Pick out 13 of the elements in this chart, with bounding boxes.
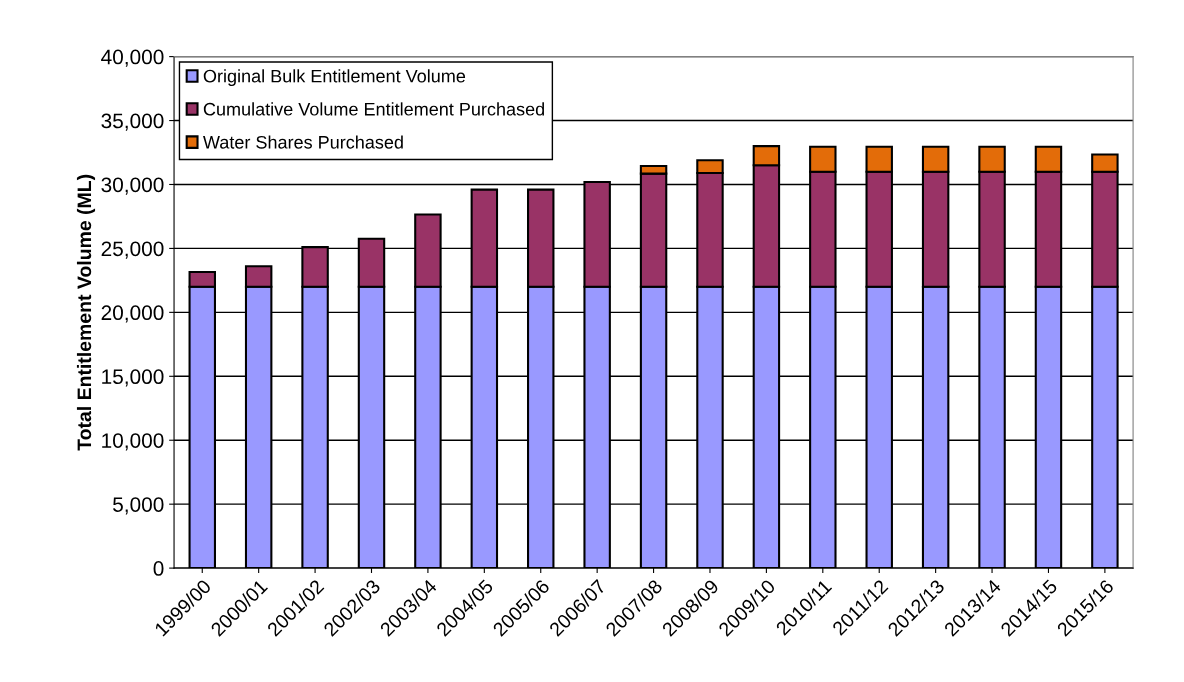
y-tick-label: 40,000 [101, 49, 164, 67]
legend-label: Water Shares Purchased [203, 135, 403, 149]
legend-label: Cumulative Volume Entitlement Purchased [203, 102, 544, 116]
y-tick-label: 10,000 [102, 433, 164, 451]
y-tick-label: 5,000 [113, 497, 164, 515]
y-tick-label: 25,000 [101, 241, 164, 259]
y-tick-label: 15,000 [102, 369, 164, 387]
y-axis-title: Total Entitlement Volume (ML) [76, 174, 96, 451]
y-tick-label: 35,000 [101, 113, 164, 131]
legend-label: Original Bulk Entitlement Volume [203, 69, 466, 87]
y-tick-label: 0 [153, 561, 164, 576]
y-tick-label: 20,000 [101, 305, 164, 323]
y-tick-label: 30,000 [101, 177, 164, 195]
